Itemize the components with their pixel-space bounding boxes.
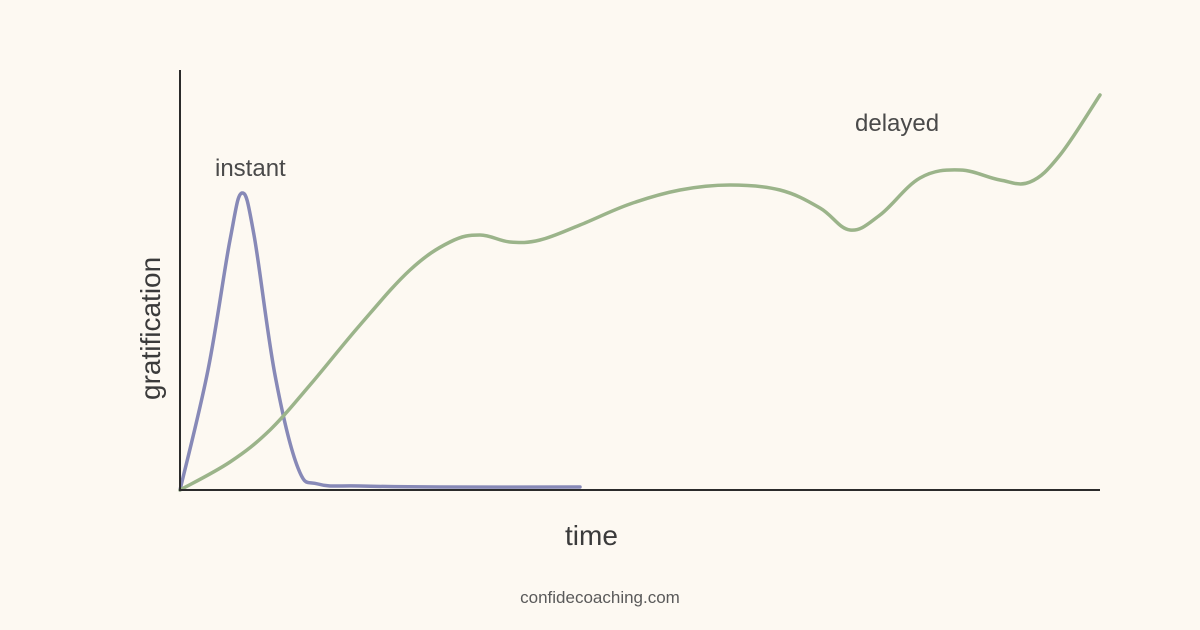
y-axis-label: gratification [135,257,167,400]
series-label-delayed: delayed [855,110,939,138]
footer-attribution: confidecoaching.com [0,588,1200,608]
chart-canvas: gratification time instant delayed confi… [0,0,1200,630]
series-label-instant: instant [215,155,286,183]
x-axis-label: time [565,520,618,552]
